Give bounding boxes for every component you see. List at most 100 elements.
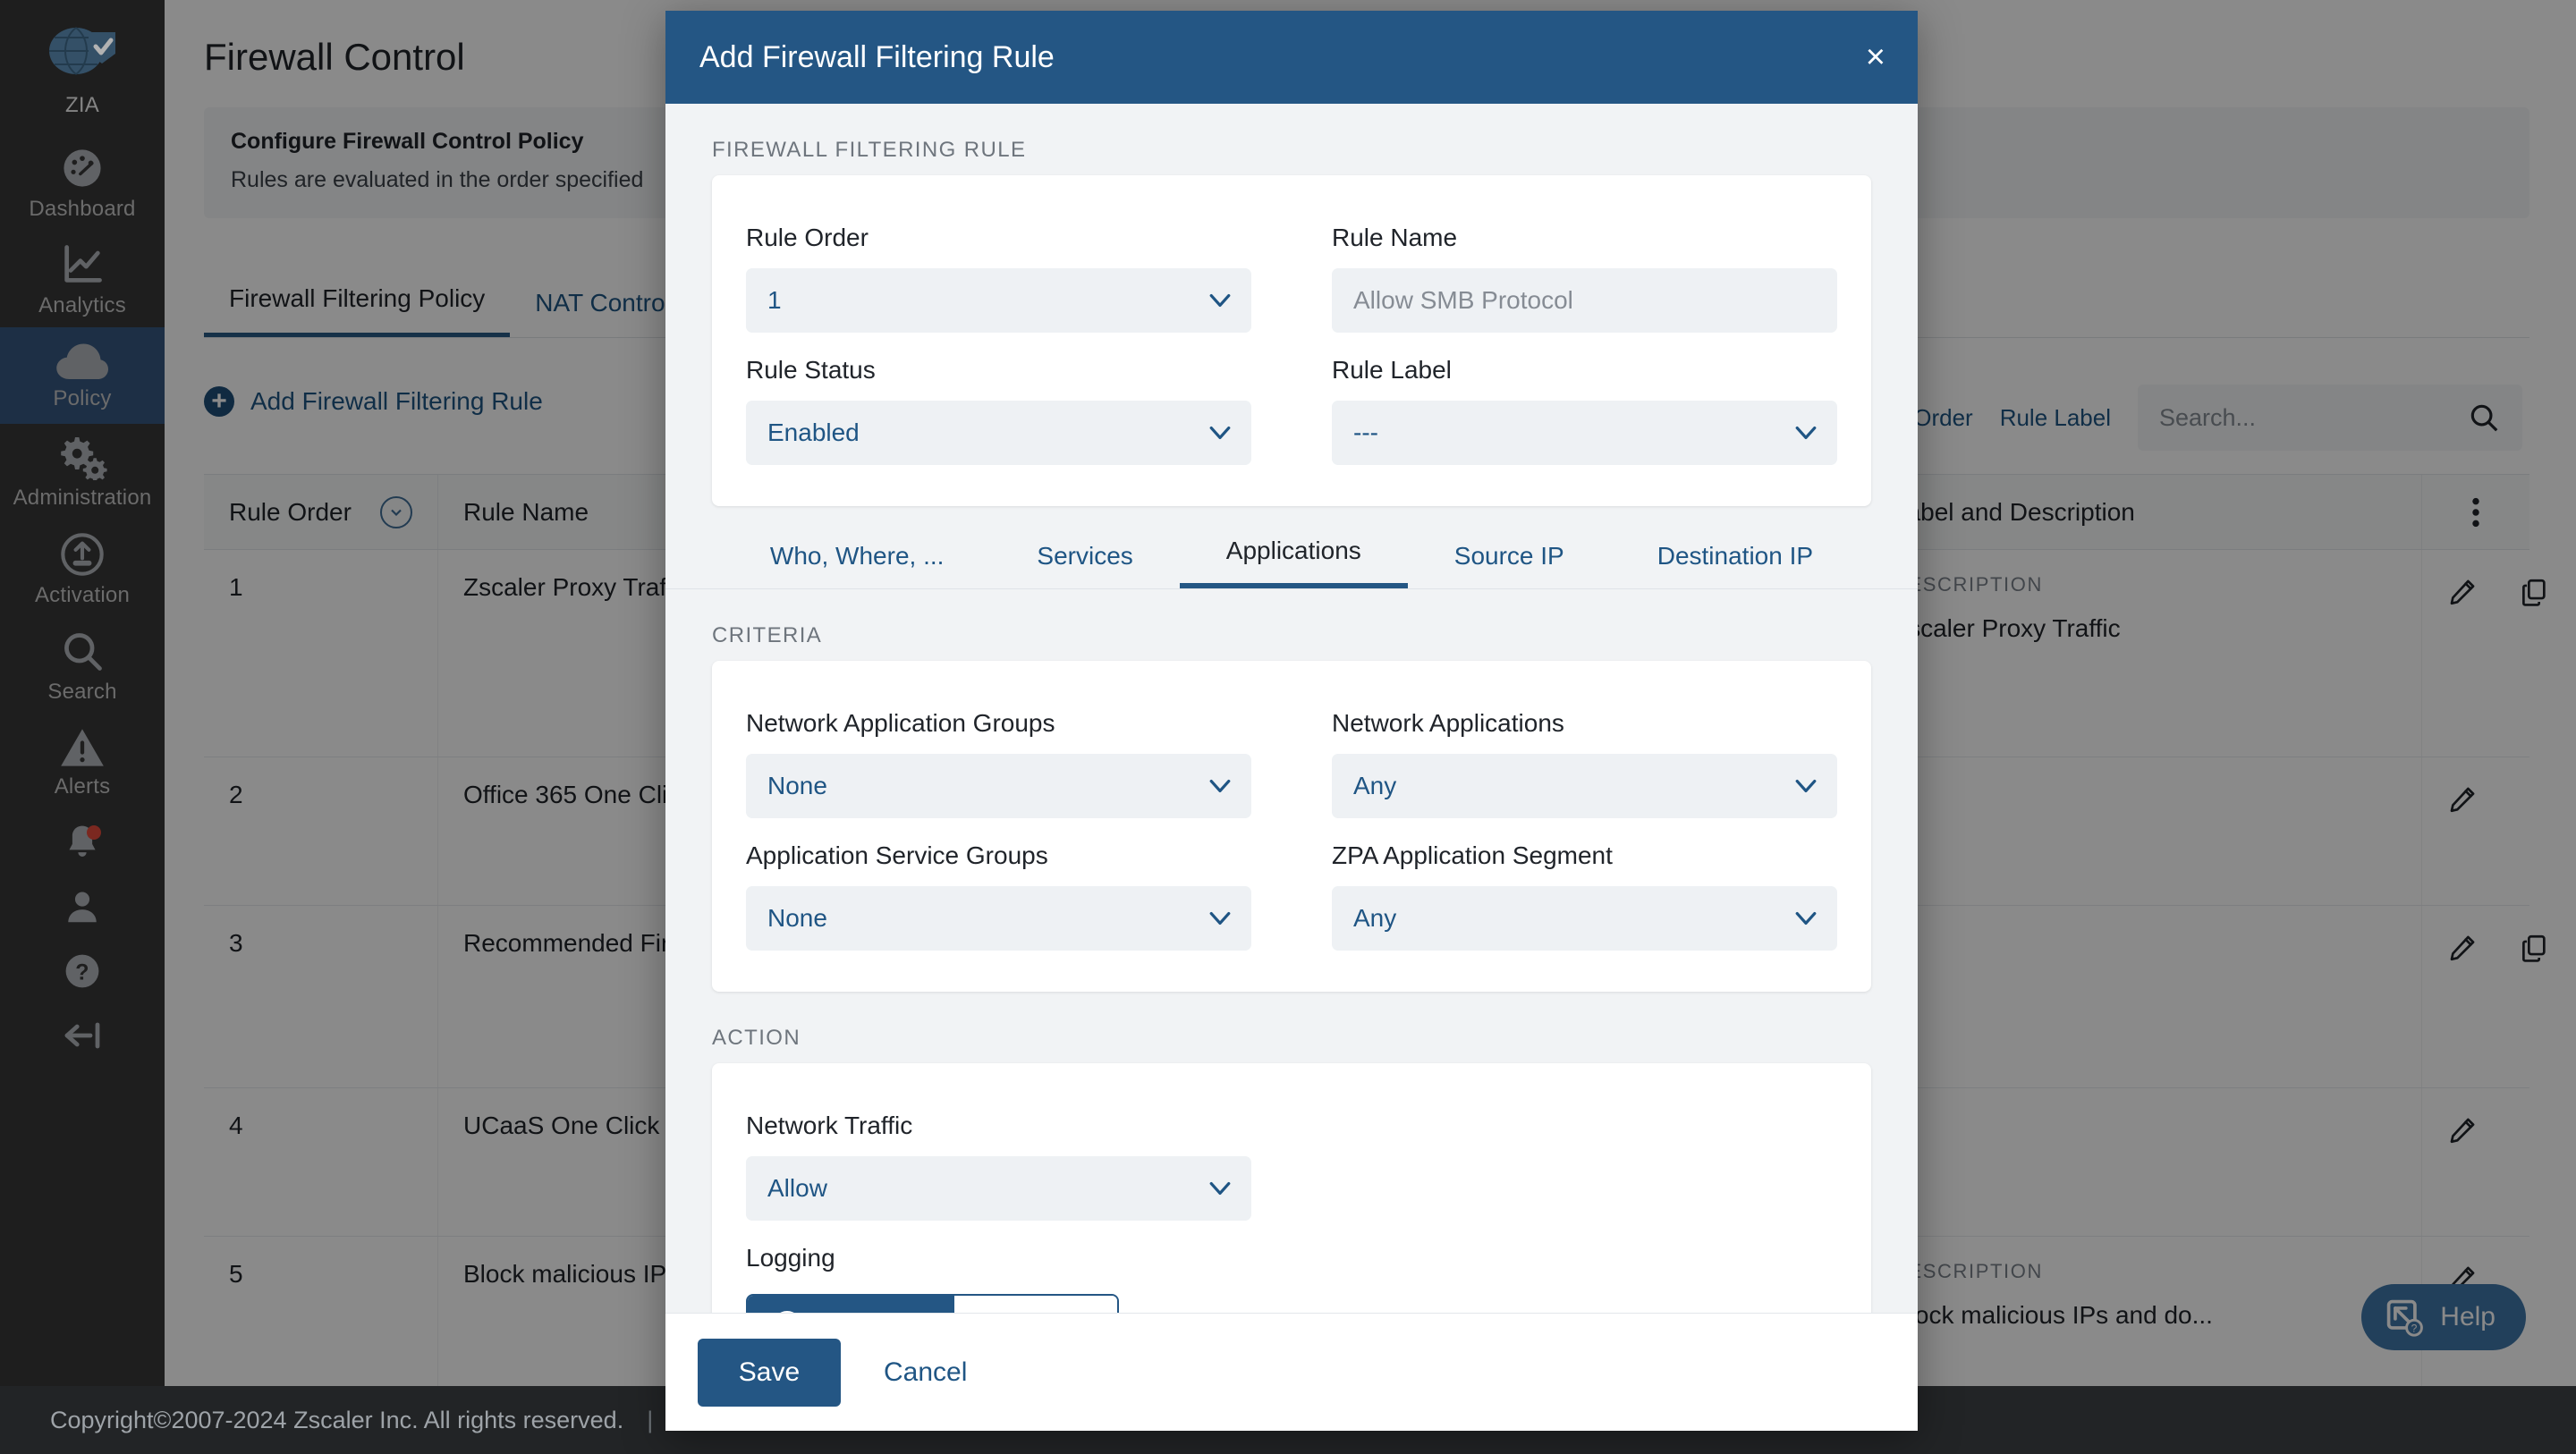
rule-name-value: Allow SMB Protocol — [1353, 286, 1573, 314]
sidebar-item-activation-label: Activation — [34, 583, 131, 607]
cancel-button[interactable]: Cancel — [884, 1357, 968, 1387]
logging-option-full[interactable]: Full — [954, 1296, 1118, 1313]
upload-circle-icon — [59, 531, 106, 578]
sidebar-item-search-label: Search — [47, 680, 117, 704]
gears-icon — [57, 435, 107, 480]
bell-icon — [62, 822, 103, 863]
network-applications-value: Any — [1353, 772, 1397, 799]
sidebar-item-analytics-label: Analytics — [38, 293, 126, 317]
chevron-down-icon[interactable] — [380, 495, 412, 528]
footer-copyright: Copyright©2007-2024 Zscaler Inc. All rig… — [50, 1406, 624, 1433]
rule-order-select[interactable]: 1 — [746, 268, 1251, 333]
modal-body: FIREWALL FILTERING RULE Rule Order 1 R — [665, 104, 1918, 1313]
rule-label-select[interactable]: --- — [1332, 401, 1837, 465]
left-nav-rail: ZIA Dashboard Analytics — [0, 0, 165, 1454]
sidebar-item-alerts-label: Alerts — [54, 774, 111, 799]
field-rule-order: Rule Order 1 — [746, 206, 1251, 338]
notification-badge-dot — [87, 825, 101, 840]
rule-status-value: Enabled — [767, 418, 860, 446]
zpa-application-segment-select[interactable]: Any — [1332, 886, 1837, 951]
cell-row-actions — [2422, 906, 2546, 1087]
edit-pencil-icon[interactable] — [2447, 933, 2478, 963]
chevron-down-icon — [1208, 910, 1232, 926]
sidebar-item-search[interactable]: Search — [0, 617, 165, 714]
field-network-applications: Network Applications Any — [1332, 691, 1837, 824]
sidebar-item-activation[interactable]: Activation — [0, 520, 165, 617]
edit-pencil-icon[interactable] — [2447, 1115, 2478, 1145]
collapse-sidebar-button[interactable] — [0, 1003, 165, 1068]
rail-brand-zia[interactable]: ZIA — [0, 0, 165, 134]
cell-rule-order: 1 — [204, 550, 438, 757]
search-icon[interactable] — [2467, 401, 2501, 435]
help-window-icon: ? — [2385, 1298, 2424, 1337]
col-actions-menu[interactable] — [2422, 475, 2529, 549]
field-rule-name: Rule Name Allow SMB Protocol — [1332, 206, 1837, 338]
table-row[interactable]: 5 Block malicious IPs and domains DESCRIPT… — [204, 1237, 2529, 1419]
description-value: Zscaler Proxy Traffic — [1893, 614, 2121, 642]
rule-order-label: Rule Order — [746, 224, 869, 251]
add-firewall-filtering-rule-button[interactable]: + Add Firewall Filtering Rule — [204, 386, 543, 417]
filter-rule-label[interactable]: Rule Label — [1999, 403, 2111, 431]
rule-order-value: 1 — [767, 286, 782, 314]
logging-toggle-group: Aggregate Full — [746, 1294, 1120, 1313]
cell-row-actions — [2422, 1088, 2529, 1236]
network-application-groups-value: None — [767, 772, 827, 799]
tab-destination-ip[interactable]: Destination IP — [1657, 542, 1814, 570]
check-circle-icon — [773, 1311, 801, 1313]
field-zpa-application-segment: ZPA Application Segment Any — [1332, 824, 1837, 956]
zpa-application-segment-value: Any — [1353, 904, 1397, 932]
copy-icon[interactable] — [2519, 577, 2549, 607]
network-applications-select[interactable]: Any — [1332, 754, 1837, 818]
svg-text:?: ? — [75, 960, 89, 985]
close-icon[interactable]: × — [1865, 38, 1885, 76]
application-service-groups-select[interactable]: None — [746, 886, 1251, 951]
policy-banner-title: Configure Firewall Control Policy — [231, 129, 584, 154]
rule-name-input[interactable]: Allow SMB Protocol — [1332, 268, 1837, 333]
sidebar-item-administration[interactable]: Administration — [0, 424, 165, 520]
tab-source-ip[interactable]: Source IP — [1453, 542, 1564, 570]
sidebar-item-policy[interactable]: Policy — [0, 327, 165, 424]
help-button[interactable]: ? — [0, 939, 165, 1003]
sidebar-item-dashboard[interactable]: Dashboard — [0, 134, 165, 231]
tab-who-where[interactable]: Who, Where, ... — [769, 542, 945, 570]
user-account-button[interactable] — [0, 875, 165, 939]
chevron-down-icon — [1794, 425, 1818, 441]
add-firewall-filtering-rule-modal: Add Firewall Filtering Rule × FIREWALL F… — [665, 11, 1918, 1431]
modal-title: Add Firewall Filtering Rule — [699, 39, 1055, 74]
tab-firewall-filtering-policy[interactable]: Firewall Filtering Policy — [204, 284, 511, 337]
field-network-traffic: Network Traffic Allow — [746, 1094, 1251, 1226]
network-traffic-select[interactable]: Allow — [746, 1156, 1251, 1221]
chevron-down-icon — [1208, 425, 1232, 441]
cell-rule-order: 2 — [204, 757, 438, 905]
logging-option-aggregate[interactable]: Aggregate — [748, 1296, 955, 1313]
cell-label-description — [1868, 757, 2422, 905]
sidebar-item-analytics[interactable]: Analytics — [0, 231, 165, 327]
help-pill-button[interactable]: ? Help — [2361, 1284, 2526, 1350]
notifications-button[interactable] — [0, 810, 165, 875]
rule-basics-card: Rule Order 1 Rule Name Allow SMB Protoco… — [712, 175, 1871, 506]
tab-applications[interactable]: Applications — [1179, 537, 1408, 588]
search-input[interactable]: Search... — [2138, 385, 2522, 451]
sidebar-item-alerts[interactable]: Alerts — [0, 714, 165, 810]
modal-footer: Save Cancel — [665, 1313, 1918, 1431]
tab-services[interactable]: Services — [1037, 542, 1133, 570]
warning-triangle-icon — [59, 726, 106, 769]
copy-icon[interactable] — [2519, 933, 2549, 963]
question-circle-icon: ? — [62, 951, 103, 992]
user-icon — [62, 886, 103, 927]
field-rule-status: Rule Status Enabled — [746, 338, 1251, 470]
rule-name-label: Rule Name — [1332, 224, 1458, 251]
cell-row-actions — [2422, 550, 2546, 757]
search-placeholder: Search... — [2159, 403, 2257, 431]
modal-header: Add Firewall Filtering Rule × — [665, 11, 1918, 104]
chevron-down-icon — [1208, 778, 1232, 794]
edit-pencil-icon[interactable] — [2447, 784, 2478, 815]
help-pill-label: Help — [2440, 1302, 2496, 1331]
network-application-groups-select[interactable]: None — [746, 754, 1251, 818]
cell-rule-name: Zscaler Proxy Traffic — [438, 550, 1046, 757]
rule-status-select[interactable]: Enabled — [746, 401, 1251, 465]
footer-separator: | — [647, 1406, 654, 1433]
edit-pencil-icon[interactable] — [2447, 577, 2478, 607]
save-button[interactable]: Save — [698, 1338, 841, 1407]
rail-scrim — [0, 0, 165, 1386]
